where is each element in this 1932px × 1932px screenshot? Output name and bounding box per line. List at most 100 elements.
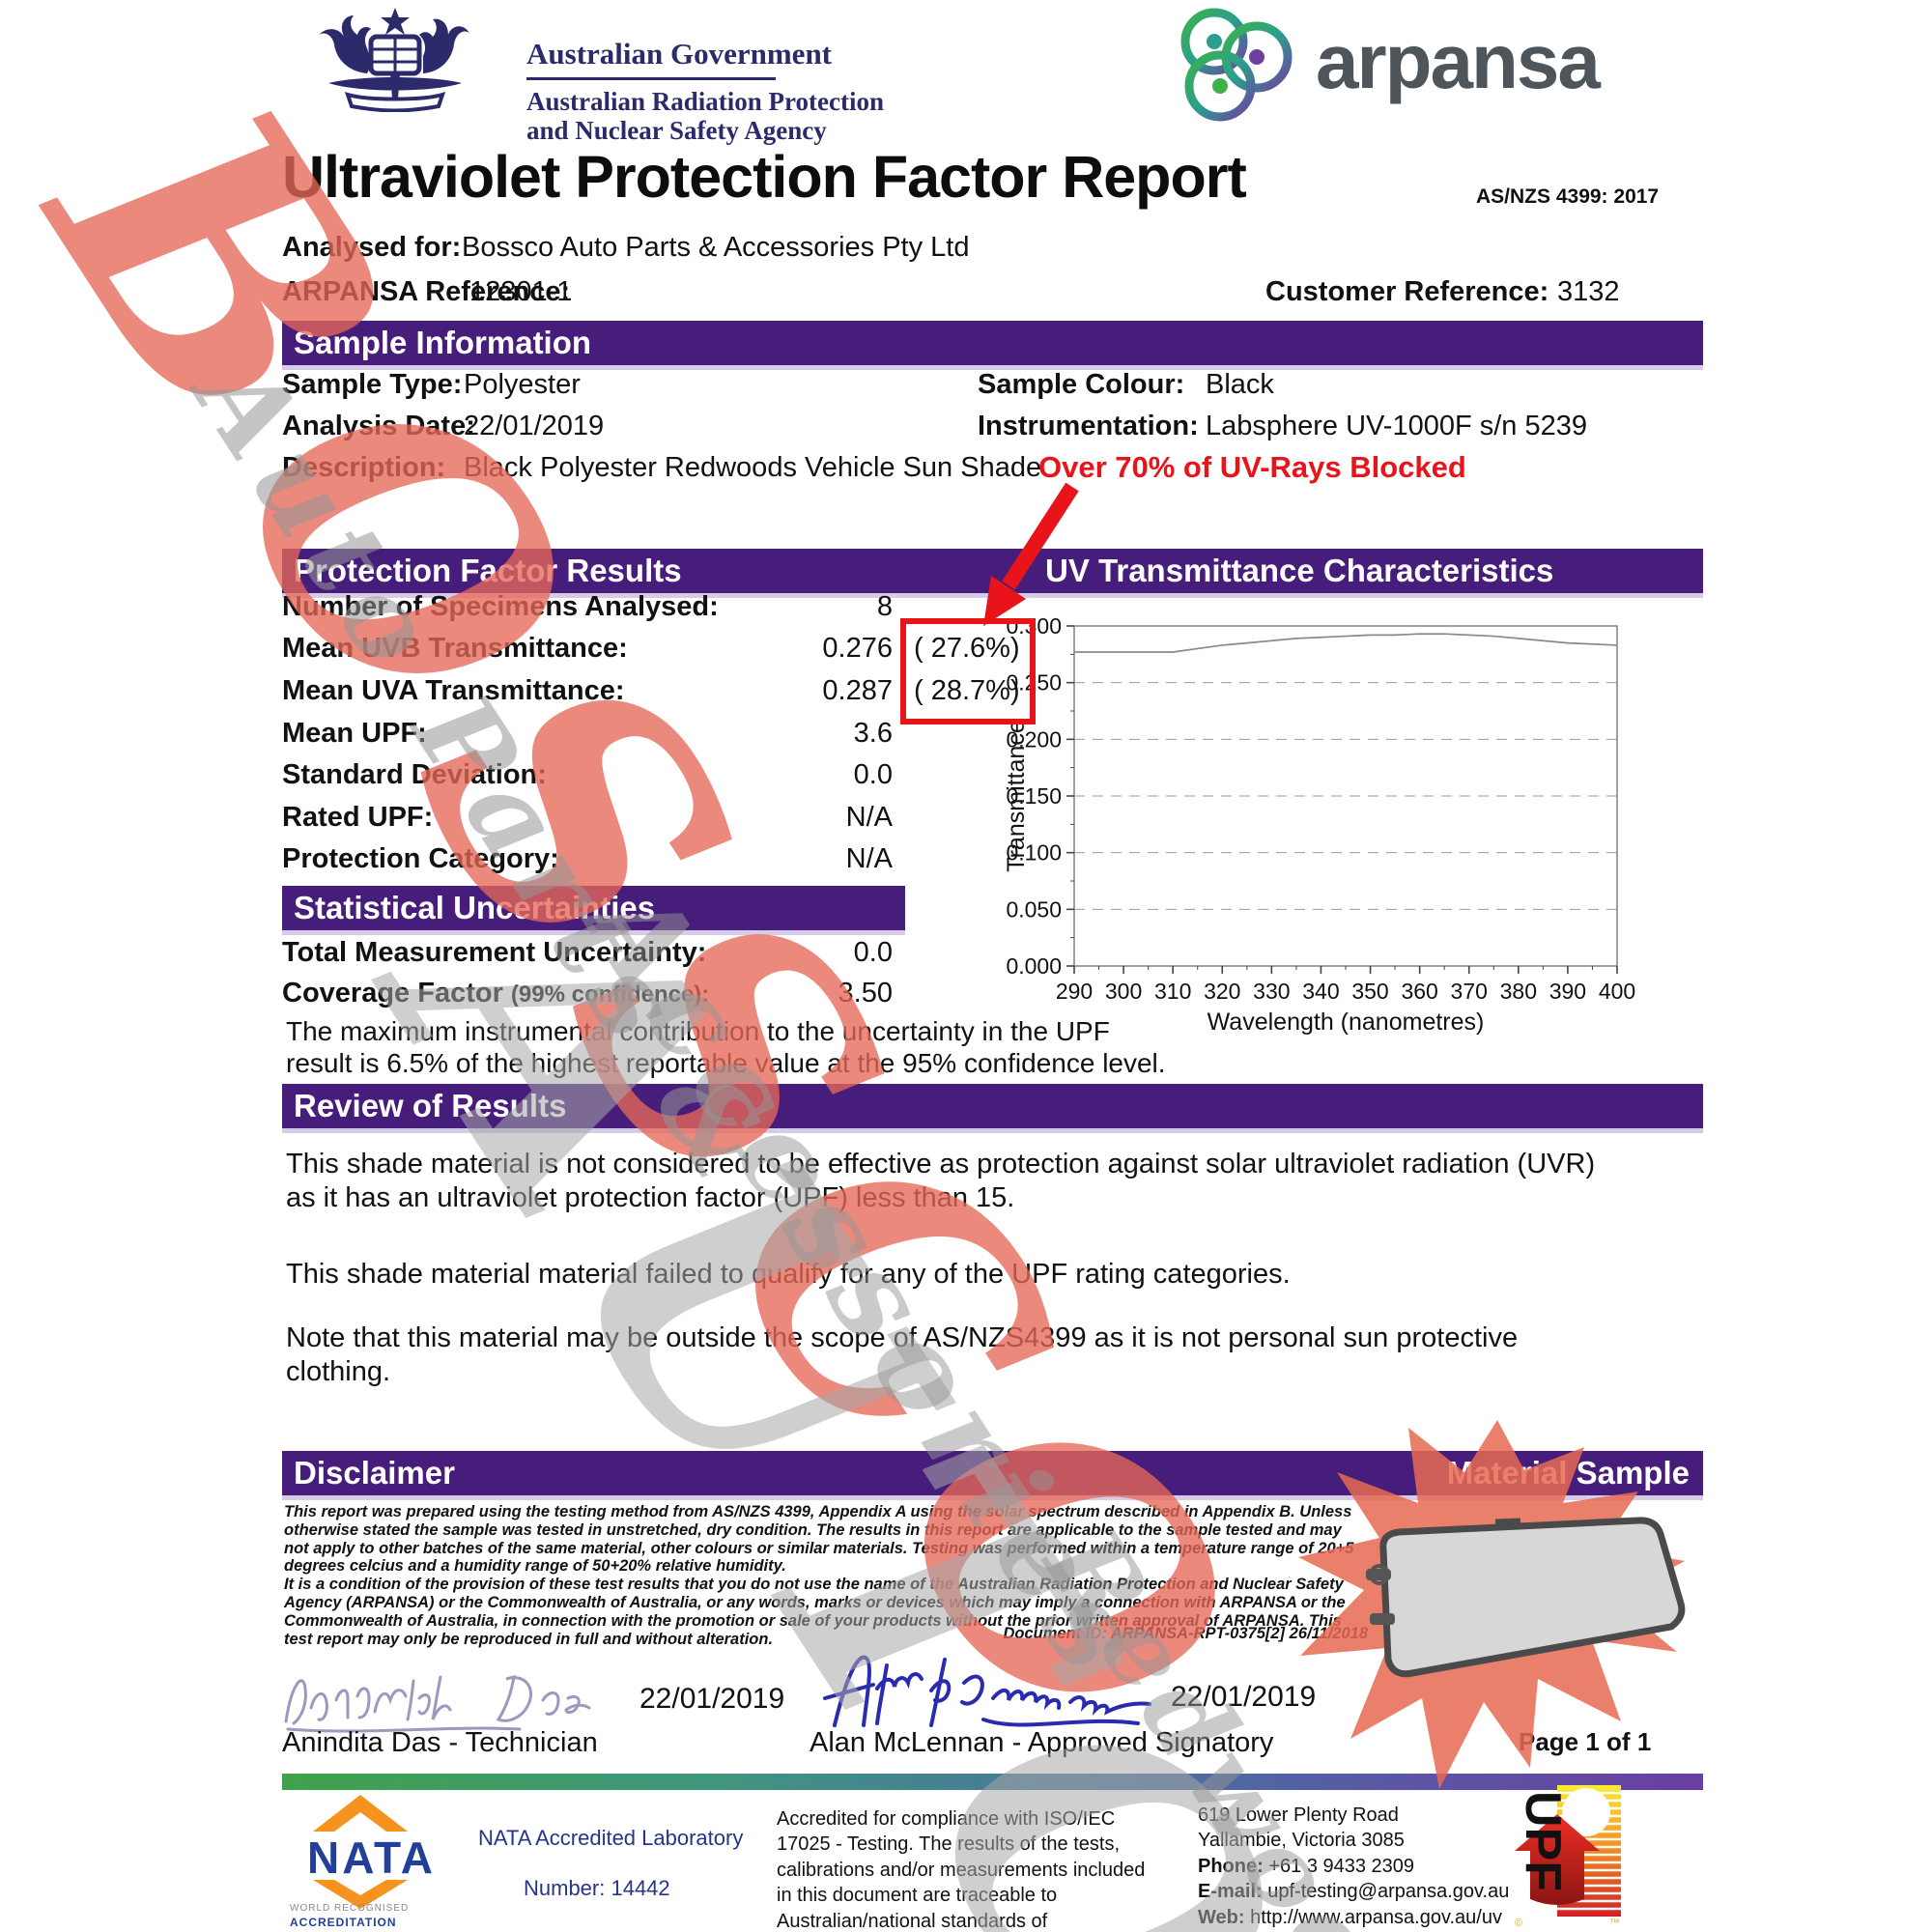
result-label: Standard Deviation: [282,759,547,790]
result-value: N/A [845,843,893,874]
arpansa-reference-value: 12301-1 [469,276,573,307]
disclaimer-text: This report was prepared using the testi… [284,1503,1368,1648]
sample-colour-label: Sample Colour: [978,369,1185,400]
description-value: Black Polyester Redwoods Vehicle Sun Sha… [464,452,1042,483]
svg-text:300: 300 [1105,979,1142,1004]
result-row: Mean UPF: 3.6 [282,718,893,750]
svg-text:0.200: 0.200 [1006,726,1062,752]
analysed-for-label: Analysed for: [282,232,462,263]
phone-line: Phone: +61 3 9433 2309 [1198,1855,1415,1877]
nata-wordmark: NATA [307,1833,436,1883]
svg-text:370: 370 [1451,979,1488,1004]
uncertainty-note-line1: The maximum instrumental contribution to… [286,1016,1110,1046]
result-row: Protection Category: N/A [282,843,893,875]
standard-reference: AS/NZS 4399: 2017 [1476,185,1660,208]
svg-text:400: 400 [1599,979,1635,1004]
address-line-1: 619 Lower Plenty Road [1198,1804,1399,1826]
analysis-date-value: 22/01/2019 [464,411,605,441]
customer-reference-value: 3132 [1557,276,1620,307]
nata-lab-line-1: NATA Accredited Laboratory [478,1826,744,1850]
disclaimer-heading: Disclaimer [294,1455,455,1491]
analysis-date-label: Analysis Date: [282,411,475,441]
result-label: Protection Category: [282,843,559,874]
svg-text:390: 390 [1549,979,1586,1004]
result-value: 0.287 [822,675,893,706]
gov-line-1: Australian Government [526,37,833,71]
review-paragraph-3: Note that this material may be outside t… [286,1322,1519,1387]
svg-text:0.000: 0.000 [1006,953,1062,979]
result-row: Number of Specimens Analysed: 8 [282,591,893,623]
technician-name-label: Anindita Das - Technician [282,1727,598,1758]
arpansa-wordmark: arpansa [1316,18,1601,104]
result-value: 0.0 [853,759,893,790]
nata-chevron-down-icon [313,1880,408,1909]
document-id: Document ID: ARPANSA-RPT-0375[2] 26/11/2… [1003,1625,1368,1642]
sample-type-value: Polyester [464,369,581,400]
material-sample-image [1366,1517,1686,1678]
statistical-uncertainties-bar: Statistical Uncertainties [282,886,905,935]
address-line-2: Yallambie, Victoria 3085 [1198,1830,1405,1852]
gov-divider [526,77,776,80]
sample-colour-value: Black [1206,369,1274,400]
technician-signature [284,1674,591,1733]
result-value: 8 [876,591,893,622]
technician-date: 22/01/2019 [639,1683,785,1715]
result-value: 0.276 [822,633,893,664]
result-label: Mean UPF: [282,718,427,749]
instrumentation-value: Labsphere UV-1000F s/n 5239 [1206,411,1587,441]
highlight-box [900,618,1036,724]
result-value: 3.6 [853,718,893,749]
svg-text:©: © [1515,1918,1522,1928]
upf-logo-icon: UPF © ™ [1515,1785,1621,1928]
nata-sub-line-2: ACCREDITATION [290,1916,397,1929]
result-row: Mean UVB Transmittance: 0.276 [282,633,893,665]
review-paragraph-1: This shade material is not considered to… [286,1149,1596,1213]
review-of-results-heading: Review of Results [294,1088,567,1123]
svg-text:290: 290 [1056,979,1093,1004]
tmu-value: 0.0 [853,937,893,968]
svg-text:340: 340 [1302,979,1339,1004]
stat-row: Total Measurement Uncertainty: 0.0 [282,937,893,969]
analysed-for-value: Bossco Auto Parts & Accessories Pty Ltd [462,232,970,263]
sample-information-bar: Sample Information [282,321,1703,370]
result-row: Mean UVA Transmittance: 0.287 [282,675,893,707]
svg-text:0.100: 0.100 [1006,840,1062,866]
result-label: Rated UPF: [282,802,434,833]
description-label: Description: [282,452,446,483]
email-line: E-mail: upf-testing@arpansa.gov.au [1198,1881,1510,1903]
svg-text:310: 310 [1154,979,1191,1004]
instrumentation-label: Instrumentation: [978,411,1199,441]
result-row: Rated UPF: N/A [282,802,893,834]
coverage-factor-label: Coverage Factor (99% confidence): [282,978,710,1009]
nata-chevron-up-icon [313,1795,408,1832]
red-arrow-icon [983,482,1079,626]
sample-type-label: Sample Type: [282,369,463,400]
signatory-date: 22/01/2019 [1171,1681,1317,1713]
arpansa-reference-label: ARPANSA Reference: [282,276,571,307]
svg-text:™: ™ [1609,1918,1620,1928]
stat-row: Coverage Factor (99% confidence): 3.50 [282,978,893,1009]
svg-text:Transmittance: Transmittance [1005,720,1030,871]
svg-text:360: 360 [1401,979,1437,1004]
uncertainty-note-line2: result is 6.5% of the highest reportable… [286,1048,1166,1078]
disclaimer-paragraph-1: This report was prepared using the testi… [284,1503,1354,1576]
svg-text:380: 380 [1500,979,1537,1004]
gov-line-3: and Nuclear Safety Agency [526,115,827,145]
signatory-signature [823,1655,1151,1727]
uva-percentage: ( 28.7%) [914,675,1020,706]
contact-address-block: 619 Lower Plenty Road Yallambie, Victori… [1198,1803,1509,1930]
result-value: N/A [845,802,893,833]
australian-coat-of-arms-icon [319,8,469,112]
svg-text:0.050: 0.050 [1006,896,1062,922]
footer-divider-gradient [282,1774,1703,1790]
svg-text:Wavelength (nanometres): Wavelength (nanometres) [1208,1009,1485,1036]
result-row: Standard Deviation: 0.0 [282,759,893,791]
uv-blocked-annotation: Over 70% of UV-Rays Blocked [1038,450,1466,484]
accreditation-statement: Accredited for compliance with ISO/IEC 1… [777,1808,1146,1932]
result-label: Number of Specimens Analysed: [282,591,719,622]
signatory-name-label: Alan McLennan - Approved Signatory [810,1727,1274,1758]
page-title: Ultraviolet Protection Factor Report [282,144,1247,210]
statistical-uncertainties-heading: Statistical Uncertainties [294,890,656,925]
